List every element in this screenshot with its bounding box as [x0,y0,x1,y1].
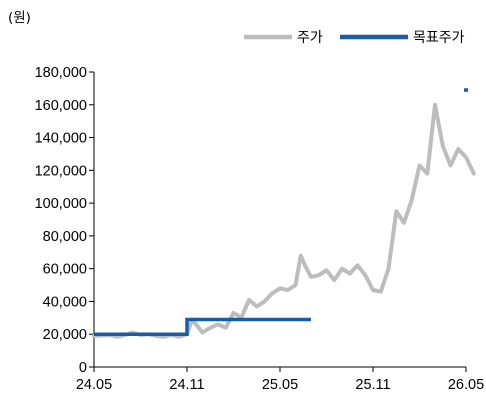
y-tick-label: 140,000 [35,131,87,147]
x-ticks: 24.05 24.11 25.05 25.11 26.05 [76,367,484,393]
y-tick-label: 100,000 [35,196,87,212]
series-line-target [94,317,311,336]
y-tick-label: 80,000 [43,229,87,245]
legend: 주가 목표주가 [244,30,465,46]
axes [93,72,466,368]
y-tick-label: 160,000 [35,98,87,114]
y-tick-label: 180,000 [35,65,87,81]
x-tick-label: 24.11 [169,377,204,393]
x-tick-label: 26.05 [448,377,484,393]
x-tick-label: 25.05 [262,377,298,393]
y-tick-label: 0 [79,360,87,376]
y-unit-label: (원) [8,10,31,26]
legend-label-price: 주가 [297,30,323,46]
y-tick-label: 120,000 [35,163,87,179]
y-tick-label: 60,000 [43,262,87,278]
legend-label-target: 목표주가 [413,30,465,46]
plot-series [92,88,476,339]
x-tick-label: 24.05 [76,377,112,393]
y-ticks: 0 20,000 40,000 60,000 80,000 100,000 120,000 1… [35,65,94,376]
y-tick-label: 40,000 [43,294,87,310]
series-line-price [92,102,476,339]
x-tick-label: 25.11 [355,377,390,393]
y-tick-label: 20,000 [43,327,87,343]
